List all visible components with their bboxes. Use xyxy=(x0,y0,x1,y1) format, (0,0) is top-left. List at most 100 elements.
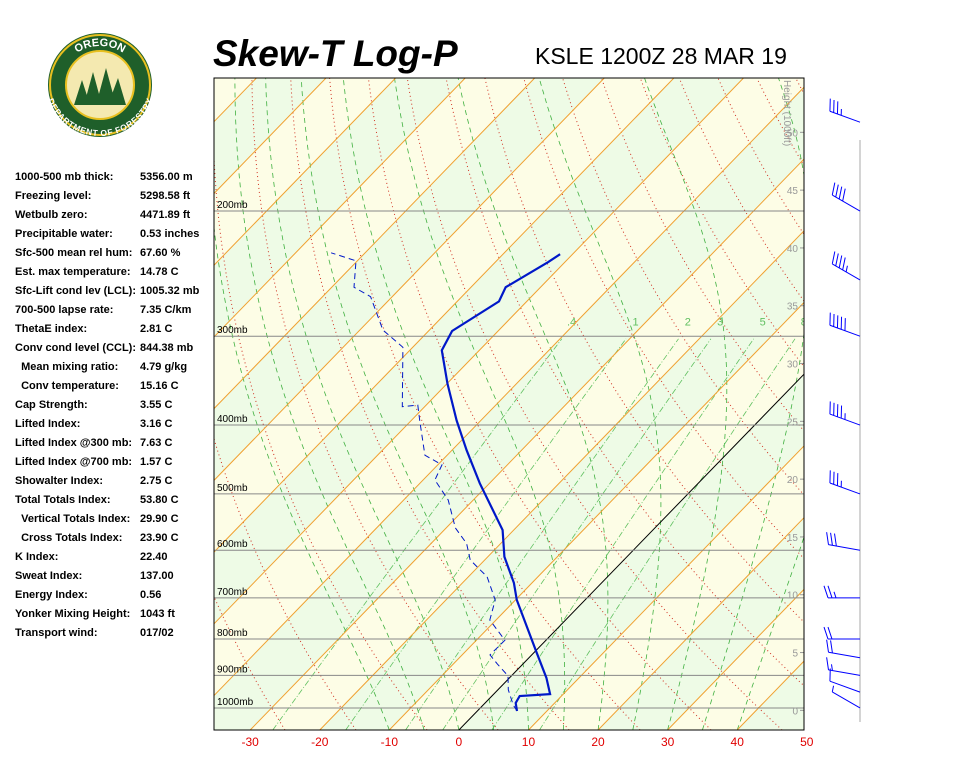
y2-tick-label: 0 xyxy=(792,706,798,717)
wind-barb xyxy=(831,685,861,709)
index-value: 4471.89 ft xyxy=(140,209,190,221)
wind-barb xyxy=(831,182,861,212)
dry-adiabat xyxy=(795,78,804,95)
isotherm xyxy=(597,517,804,730)
chart-subtitle: KSLE 1200Z 28 MAR 19 xyxy=(535,43,787,69)
index-label: Lifted Index @700 mb: xyxy=(15,456,132,468)
index-value: 23.90 C xyxy=(140,532,179,544)
x-tick-label: 50 xyxy=(800,735,814,749)
dry-adiabat xyxy=(406,78,783,730)
index-label: Total Totals Index: xyxy=(15,494,111,506)
dry-adiabat xyxy=(951,78,960,730)
y2-tick-label: 15 xyxy=(787,533,799,544)
isotherm xyxy=(214,78,744,625)
wind-barb xyxy=(826,639,861,659)
logo-center xyxy=(65,50,135,120)
y-tick-label: 500mb xyxy=(217,483,248,494)
logo-border xyxy=(49,34,151,136)
index-value: 137.00 xyxy=(140,570,174,582)
y-tick-label: 400mb xyxy=(217,414,248,425)
y2-tick-label: 5 xyxy=(792,649,798,660)
moist-adiabat xyxy=(342,78,529,730)
y2-tick-label: 35 xyxy=(787,302,799,313)
y-tick-label: 1000mb xyxy=(217,697,254,708)
isotherm xyxy=(458,373,804,730)
wind-barb xyxy=(831,251,861,281)
dry-adiabat xyxy=(523,78,804,560)
x-tick-label: 0 xyxy=(456,735,463,749)
x-tick-label: 30 xyxy=(661,735,675,749)
mixing-ratio-line xyxy=(405,338,679,730)
wind-barb xyxy=(826,532,861,551)
chart-title: Skew-T Log-P xyxy=(213,33,458,74)
y-tick-label: 900mb xyxy=(217,664,248,675)
mixing-ratio-label: 2 xyxy=(685,317,691,329)
wind-barb xyxy=(829,98,861,123)
y-tick-label: 300mb xyxy=(217,325,248,336)
isotherm xyxy=(319,230,804,730)
dry-adiabat xyxy=(445,78,804,687)
dry-adiabat xyxy=(835,78,960,730)
logo-trees xyxy=(74,68,126,105)
index-label: Yonker Mixing Height: xyxy=(15,608,130,620)
index-value: 3.16 C xyxy=(140,418,172,430)
index-label: 700-500 lapse rate: xyxy=(15,304,113,316)
index-value: 0.53 inches xyxy=(140,228,199,240)
logo-top: OREGON xyxy=(73,37,128,56)
moist-adiabat xyxy=(214,224,390,730)
plot-overlay: -30 -20 -10 0 10 20 30 40 50200mb300mb400mb500mb… xyxy=(217,80,861,749)
index-value: 1005.32 mb xyxy=(140,285,200,297)
moist-adiabat xyxy=(300,78,495,730)
y-tick-label: 700mb xyxy=(217,587,248,598)
isotherm-band xyxy=(214,78,804,696)
index-value: 7.35 C/km xyxy=(140,304,192,316)
mixing-ratio-line xyxy=(272,338,563,730)
index-value: 67.60 % xyxy=(140,247,181,259)
index-label: Conv cond level (CCL): xyxy=(15,342,136,354)
logo: OREGON DEPARTMENT OF FORESTRY xyxy=(45,33,155,138)
index-value: 53.80 C xyxy=(140,494,179,506)
moist-adiabat xyxy=(457,78,609,730)
logo-top-text: OREGON xyxy=(73,37,128,56)
isotherm xyxy=(214,78,327,195)
index-label: Precipitable water: xyxy=(15,228,113,240)
isotherm xyxy=(249,158,804,730)
index-label: Wetbulb zero: xyxy=(15,209,88,221)
y-tick-label: 200mb xyxy=(217,200,248,211)
y2-tick-label: 10 xyxy=(787,591,799,602)
index-value: 5356.00 m xyxy=(140,171,193,183)
dry-adiabat xyxy=(912,78,960,730)
index-label: Cross Totals Index: xyxy=(15,532,122,544)
index-value: 5298.58 ft xyxy=(140,190,190,202)
x-tick-label: 20 xyxy=(591,735,605,749)
index-label: Transport wind: xyxy=(15,627,98,639)
x-tick-label: 40 xyxy=(731,735,745,749)
y2-tick-label: 25 xyxy=(787,417,799,428)
isotherm xyxy=(214,78,675,553)
plot-frame xyxy=(213,77,805,731)
index-value: 2.81 C xyxy=(140,323,172,335)
index-label: ThetaE index: xyxy=(15,323,87,335)
wind-barb xyxy=(829,401,861,426)
index-value: 22.40 xyxy=(140,551,168,563)
index-label: Lifted Index @300 mb: xyxy=(15,437,132,449)
mixing-ratio-line xyxy=(491,338,755,730)
moist-adiabat xyxy=(644,78,728,730)
index-label: Mean mixing ratio: xyxy=(15,361,118,373)
index-value: 1.57 C xyxy=(140,456,172,468)
index-value: 0.56 xyxy=(140,589,161,601)
index-label: Sweat Index: xyxy=(15,570,82,582)
x-tick-label: -20 xyxy=(311,735,329,749)
mixing-ratio-line xyxy=(539,338,796,730)
y-tick-label: 800mb xyxy=(217,628,248,639)
index-label: Showalter Index: xyxy=(15,475,103,487)
index-label: Sfc-500 mean rel hum: xyxy=(15,247,132,259)
temperature-profile xyxy=(440,253,561,712)
isotherm xyxy=(214,78,466,338)
wind-barb xyxy=(829,668,861,693)
index-label: K Index: xyxy=(15,551,58,563)
moist-adiabat xyxy=(538,78,662,730)
index-label: Freezing level: xyxy=(15,190,91,202)
y2-axis-label: Height (1000ft) xyxy=(781,80,792,146)
mixing-ratio-label: 3 xyxy=(717,317,723,329)
